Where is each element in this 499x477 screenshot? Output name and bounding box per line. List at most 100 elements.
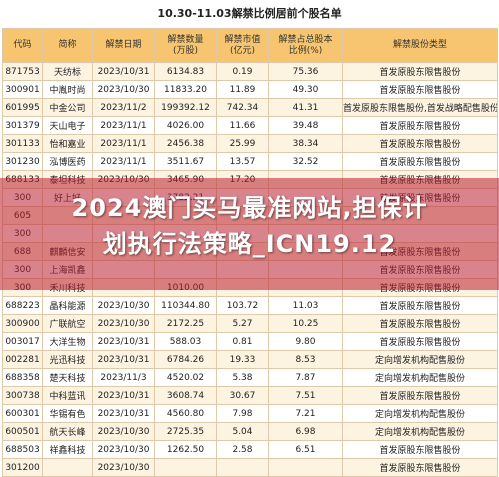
table-cell: 华锡有色 [42,404,93,423]
table-cell: 2023/10/30 [92,422,155,441]
table-cell: 3608.74 [154,386,217,405]
table-row: 600501 航天长峰 2023/10/30 2725.35 5.04 6.98 定向增发机… [2,422,498,441]
table-cell: 688223 [2,296,43,315]
table-cell: 32.52 [268,152,343,171]
table-row: 601995 中金公司 2023/11/2 199392.12 742.34 41.31 首… [2,98,498,117]
headline-line-1: 2024澳门买马最准网站,担保计 [71,194,428,222]
table-cell: 588.03 [154,332,217,351]
table-cell: 110344.80 [154,296,217,315]
table-cell: 怡和嘉业 [42,134,93,153]
table-row: 301200 2023/10/30 首发原股东限售股份 [2,458,498,477]
table-cell: 601995 [2,98,43,117]
table-cell: 2023/10/31 [92,386,155,405]
table-cell: 8.53 [268,350,343,369]
table-cell: 4026.00 [154,116,217,135]
headline-banner[interactable]: 2024澳门买马最准网站,担保计 划执行法策略_ICN19.12 [0,190,499,262]
table-cell: 2023/10/30 [92,296,155,315]
table-cell: 2023/11/2 [92,98,155,117]
table-cell: 19.33 [216,350,269,369]
table-cell: 广联航空 [42,314,93,333]
table-cell: 2023/10/30 [92,458,155,477]
table-cell: 中金公司 [42,98,93,117]
table-cell: 首发原股东限售股份 [342,386,498,405]
table-cell: 301133 [2,134,43,153]
table-cell: 首发原股东限售股份 [342,62,498,81]
table-cell: 定向增发机构配售股份 [342,422,498,441]
table-cell: 0.19 [216,62,269,81]
table-cell: 600501 [2,422,43,441]
table-cell: 中科蓝讯 [42,386,93,405]
table-cell: 600301 [2,404,43,423]
table-cell: 首发原股东限售股份 [342,458,498,477]
table-cell: 13.57 [216,152,269,171]
table-cell: 首发原股东限售股份 [342,152,498,171]
column-header: 代码 [2,28,43,63]
table-row: 688358 楚天科技 2023/11/3 4520.02 5.38 7.87 定向增发机构… [2,368,498,387]
table-cell: 871753 [2,62,43,81]
table-cell: 航天长峰 [42,422,93,441]
table-cell: 定向增发机构配售股份 [342,368,498,387]
column-header: 解禁股份类型 [342,28,498,63]
table-cell: 2023/10/31 [92,350,155,369]
table-cell: 首发原股东限售股份 [342,116,498,135]
table-cell: 首发原股东限售股份 [342,134,498,153]
table-row: 300900 广联航空 2023/10/30 2172.25 5.27 10.25 首发原股… [2,314,498,333]
table-cell: 41.31 [268,98,343,117]
table-cell: 7.87 [268,368,343,387]
column-header: 解禁日期 [92,28,155,63]
table-cell: 300738 [2,386,43,405]
table-cell: 7.98 [216,404,269,423]
header-row: 代码 简称 解禁日期 解禁数量 (万股) 解禁市值 (亿元) 解禁占总股本 比例(%) 解禁… [2,28,498,63]
table-cell [268,458,343,477]
table-row: 301379 天山电子 2023/11/1 4026.00 11.66 39.48 首发原股… [2,116,498,135]
table-cell: 742.34 [216,98,269,117]
table-cell: 002281 [2,350,43,369]
table-cell: 688503 [2,440,43,459]
table-cell: 9.80 [268,332,343,351]
table-cell: 晶科能源 [42,296,93,315]
table-cell: 首发原股东限售股份 [342,440,498,459]
table-cell: 2172.25 [154,314,217,333]
table-cell: 2023/11/3 [92,368,155,387]
table-cell: 首发原股东限售股份 [342,296,498,315]
table-cell: 10.25 [268,314,343,333]
table-cell: 6134.83 [154,62,217,81]
table-cell: 0.81 [216,332,269,351]
column-header: 解禁市值 (亿元) [216,28,269,63]
table-row: 301133 怡和嘉业 2023/11/1 2456.38 25.99 38.34 首发原股… [2,134,498,153]
table-cell: 首发原股东限售股份,首发战略配售股份 [342,98,498,117]
table-cell: 103.72 [216,296,269,315]
table-cell: 2023/10/30 [92,80,155,99]
table-cell: 2023/10/30 [92,314,155,333]
table-cell: 首发原股东限售股份 [342,332,498,351]
table-cell: 5.27 [216,314,269,333]
table-cell: 25.99 [216,134,269,153]
table-row: 688223 晶科能源 2023/10/30 110344.80 103.72 11.03… [2,296,498,315]
column-header: 解禁数量 (万股) [154,28,217,63]
table-row: 301230 泓博医药 2023/11/1 3511.67 13.57 32.52 首发原股… [2,152,498,171]
table-cell: 4560.80 [154,404,217,423]
table-cell: 301200 [2,458,43,477]
table-cell: 2023/11/1 [92,116,155,135]
table-cell: 38.34 [268,134,343,153]
table-cell: 7.21 [268,404,343,423]
table-cell [216,458,269,477]
table-row: 300738 中科蓝讯 2023/10/31 3608.74 30.67 7.51 首发原股… [2,386,498,405]
table-cell: 天纺标 [42,62,93,81]
table-cell: 2023/10/31 [92,404,155,423]
table-cell: 天山电子 [42,116,93,135]
table-title: 10.30-11.03解禁比例居前个股名单 [0,0,499,28]
table-cell: 首发原股东限售股份 [342,314,498,333]
table-cell: 003017 [2,332,43,351]
table-cell: 300901 [2,80,43,99]
table-cell: 30.67 [216,386,269,405]
table-cell: 定向增发机构配售股份 [342,350,498,369]
headline-line-2: 划执行法策略_ICN19.12 [102,230,397,258]
table-row: 871753 天纺标 2023/10/31 6134.83 0.19 75.36 首发原股东… [2,62,498,81]
table-row: 600301 华锡有色 2023/10/31 4560.80 7.98 7.21 定向增发机… [2,404,498,423]
table-cell: 75.36 [268,62,343,81]
table-cell: 2023/10/30 [92,440,155,459]
table-cell: 11.03 [268,296,343,315]
table-cell [42,458,93,477]
table-cell: 泓博医药 [42,152,93,171]
